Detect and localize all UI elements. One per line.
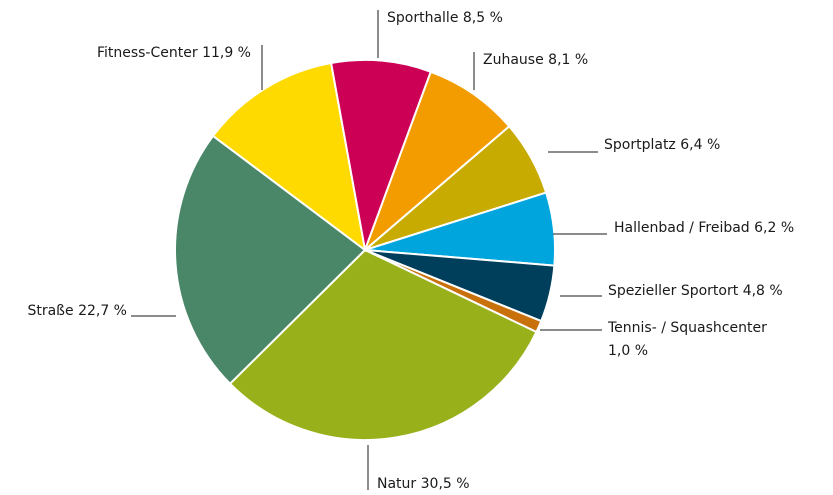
pie-slice — [211, 61, 367, 253]
category-name: Tennis- / Squashcenter — [608, 320, 767, 336]
slice-label: Straße 22,7 % — [0, 300, 127, 323]
category-name: Straße — [27, 303, 74, 319]
value-label: 6,2 % — [754, 220, 795, 236]
category-name: Natur — [377, 476, 417, 492]
pie-slice — [329, 59, 433, 254]
pie-slice — [362, 70, 511, 254]
category-name: Sporthalle — [387, 10, 459, 26]
slice-label: Sportplatz 6,4 % — [604, 134, 720, 157]
value-label: 6,4 % — [680, 137, 721, 153]
pie-slice — [174, 134, 367, 386]
value-label: 22,7 % — [78, 303, 127, 319]
slice-label: Sporthalle 8,5 % — [387, 7, 503, 30]
slice-label: Hallenbad / Freibad 6,2 % — [614, 217, 794, 240]
slices — [174, 59, 556, 441]
category-name: Hallenbad / Freibad — [614, 220, 750, 236]
category-name: Zuhause — [483, 52, 544, 68]
slice-label: Zuhause 8,1 % — [483, 49, 588, 72]
category-name: Sportplatz — [604, 137, 676, 153]
value-label: 8,5 % — [462, 10, 503, 26]
value-label: 4,8 % — [742, 283, 783, 299]
pie-slice — [228, 248, 538, 441]
category-name: Fitness-Center — [96, 45, 198, 61]
value-label: 11,9 % — [202, 45, 251, 61]
slice-label: Tennis- / Squashcenter 1,0 % — [608, 317, 768, 363]
category-name: Spezieller Sportort — [608, 283, 739, 299]
value-label: 1,0 % — [608, 343, 649, 359]
value-label: 30,5 % — [420, 476, 470, 492]
value-label: 8,1 % — [548, 52, 589, 68]
slice-label: Natur 30,5 % — [377, 473, 470, 495]
slice-label: Fitness-Center 11,9 % — [0, 42, 251, 65]
slice-label: Spezieller Sportort 4,8 % — [608, 280, 783, 303]
